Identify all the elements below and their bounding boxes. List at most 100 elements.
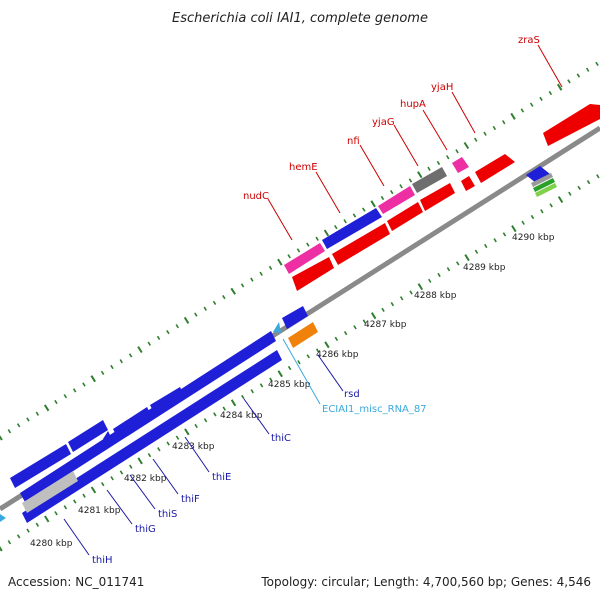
outer-tick	[539, 96, 543, 102]
inner-tick	[26, 528, 30, 533]
outer-tick	[370, 200, 376, 208]
inner-tick	[530, 214, 535, 220]
gene-label-yjaG[interactable]: yjaG	[372, 117, 395, 128]
feature-nfi[interactable]	[378, 186, 415, 214]
gene-label-thiH[interactable]: thiH	[92, 555, 113, 566]
feature-track-forward	[284, 104, 600, 274]
gene-label-zraS[interactable]: zraS	[518, 35, 540, 46]
inner-tick	[456, 261, 460, 266]
outer-tick	[595, 61, 599, 67]
feature-blue-upper-3[interactable]	[103, 431, 113, 447]
feature-red-lower-3[interactable]	[387, 202, 423, 231]
inner-tick	[586, 179, 591, 185]
feature-red-lower-2[interactable]	[332, 223, 390, 265]
inner-tick	[213, 412, 217, 417]
outer-tick	[63, 394, 68, 399]
outer-tick	[7, 429, 12, 434]
inner-tick	[147, 452, 152, 458]
outer-tick	[156, 335, 161, 341]
gene-label-thiG[interactable]: thiG	[135, 524, 156, 535]
gene-label-hemE[interactable]: hemE	[289, 162, 318, 173]
ruler-label: 4282 kbp	[124, 474, 167, 484]
inner-tick	[557, 196, 564, 204]
outer-tick	[408, 178, 413, 183]
feature-blue-upper-5[interactable]	[150, 387, 185, 415]
feature-gray-small[interactable]	[531, 173, 553, 187]
outer-tick	[427, 166, 431, 171]
feature-blue-small[interactable]	[526, 166, 550, 183]
inner-tick	[7, 540, 12, 545]
inner-tick	[16, 534, 21, 539]
feature-blue-rsd-upper[interactable]	[282, 306, 308, 329]
inner-tick	[35, 522, 40, 527]
inner-tick	[437, 272, 441, 278]
genome-summary-text: Topology: circular; Length: 4,700,560 bp…	[260, 575, 591, 589]
outer-tick	[128, 353, 133, 358]
leader-misc-rna	[282, 338, 321, 405]
outer-tick	[390, 189, 394, 195]
feature-cyan-edge[interactable]	[0, 514, 6, 522]
feature-hupA[interactable]	[452, 157, 469, 173]
outer-tick	[250, 277, 254, 282]
feature-misc-rna[interactable]	[273, 322, 281, 333]
feature-nudC[interactable]	[284, 243, 325, 274]
inner-tick	[417, 283, 424, 291]
gene-label-misc-rna[interactable]: ECIAI1_misc_RNA_87	[322, 404, 427, 415]
inner-tick	[446, 267, 451, 272]
outer-tick	[446, 155, 450, 160]
inner-tick	[54, 511, 58, 516]
feature-green-a[interactable]	[533, 178, 555, 192]
leader-thiC	[243, 398, 270, 435]
gene-label-hupA[interactable]: hupA	[400, 99, 426, 110]
feature-rsd[interactable]	[288, 322, 318, 348]
outer-tick	[474, 137, 478, 142]
outer-tick	[334, 224, 338, 230]
gene-label-thiE[interactable]: thiE	[212, 472, 231, 483]
outer-tick	[323, 229, 330, 237]
outer-tick	[362, 207, 366, 212]
feature-zraS[interactable]	[543, 104, 600, 146]
feature-yjaH[interactable]	[475, 154, 515, 183]
gene-label-thiC[interactable]: thiC	[271, 433, 291, 444]
inner-tick	[297, 360, 301, 365]
feature-hemE[interactable]	[322, 208, 382, 249]
ruler-label: 4289 kbp	[463, 263, 506, 273]
feature-small-red[interactable]	[461, 176, 475, 191]
gene-label-rsd[interactable]: rsd	[344, 389, 360, 400]
feature-blue-upper-2[interactable]	[68, 420, 108, 452]
ruler-label: 4285 kbp	[268, 380, 311, 390]
outer-tick-ring	[0, 61, 599, 441]
gene-label-yjaH[interactable]: yjaH	[431, 82, 453, 93]
outer-tick	[520, 108, 525, 113]
feature-red-lower-4[interactable]	[420, 183, 455, 211]
feature-thi-lane-lower[interactable]	[22, 350, 282, 523]
inner-tick	[230, 399, 237, 407]
leader-rsd	[317, 354, 344, 392]
gene-label-nudC[interactable]: nudC	[243, 191, 269, 202]
outer-tick	[502, 120, 506, 125]
inner-tick	[493, 238, 497, 243]
inner-tick	[521, 220, 525, 225]
gene-label-nfi[interactable]: nfi	[347, 136, 360, 147]
inner-tick	[409, 290, 413, 295]
outer-tick	[380, 195, 385, 201]
feature-yjaG[interactable]	[412, 167, 447, 193]
outer-tick	[510, 112, 516, 120]
leader-thiH	[63, 518, 90, 556]
leader-zraS	[537, 44, 563, 88]
outer-tick	[212, 300, 217, 306]
gene-label-thiS[interactable]: thiS	[158, 509, 177, 520]
feature-green-b[interactable]	[535, 183, 557, 197]
feature-blue-upper-4[interactable]	[113, 407, 152, 439]
ruler-labels: 4280 kbp 4281 kbp 4282 kbp 4283 kbp 4284…	[30, 233, 555, 549]
outer-tick	[277, 258, 283, 266]
leader-thiF	[152, 458, 179, 495]
gene-label-thiF[interactable]: thiF	[181, 494, 200, 505]
outer-tick	[585, 67, 590, 72]
feature-blue-upper-1[interactable]	[10, 444, 71, 488]
feature-red-lower-1[interactable]	[292, 257, 334, 291]
feature-gray-lower[interactable]	[22, 471, 78, 513]
leader-yjaH	[451, 91, 476, 134]
inner-tick	[277, 370, 283, 378]
outer-tick	[556, 83, 563, 91]
